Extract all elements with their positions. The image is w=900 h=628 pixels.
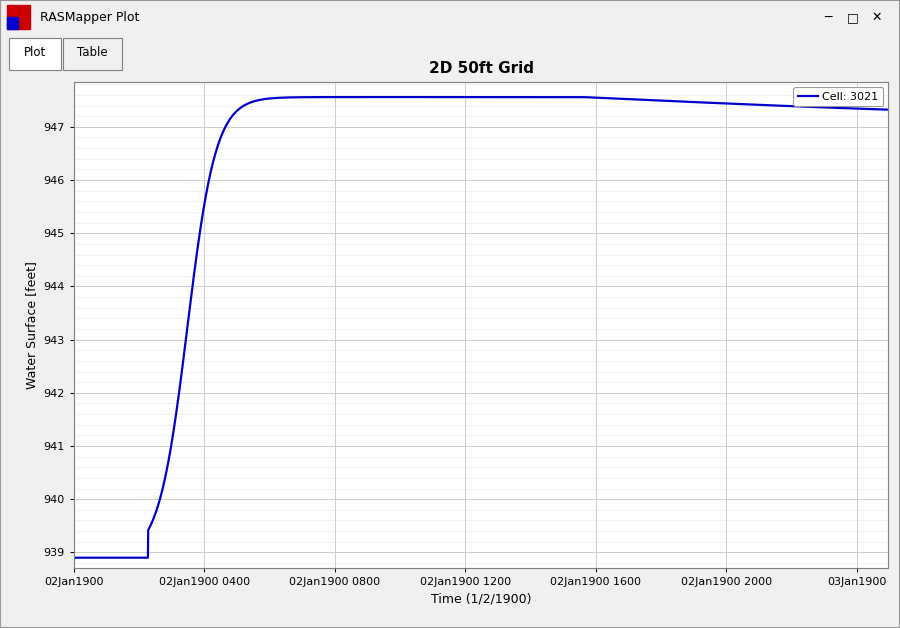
Text: Table: Table xyxy=(76,46,108,59)
FancyBboxPatch shape xyxy=(9,38,61,70)
Text: ─: ─ xyxy=(824,11,832,24)
Title: 2D 50ft Grid: 2D 50ft Grid xyxy=(428,62,534,77)
FancyBboxPatch shape xyxy=(63,38,122,70)
Text: ✕: ✕ xyxy=(871,11,882,24)
Y-axis label: Water Surface [feet]: Water Surface [feet] xyxy=(25,261,38,389)
Bar xyxy=(7,17,18,30)
X-axis label: Time (1/2/1900): Time (1/2/1900) xyxy=(431,593,531,606)
Bar xyxy=(7,5,30,30)
Text: □: □ xyxy=(846,11,859,24)
Text: Plot: Plot xyxy=(24,46,46,59)
Legend: Cell: 3021: Cell: 3021 xyxy=(793,87,883,106)
Text: RASMapper Plot: RASMapper Plot xyxy=(40,11,140,24)
